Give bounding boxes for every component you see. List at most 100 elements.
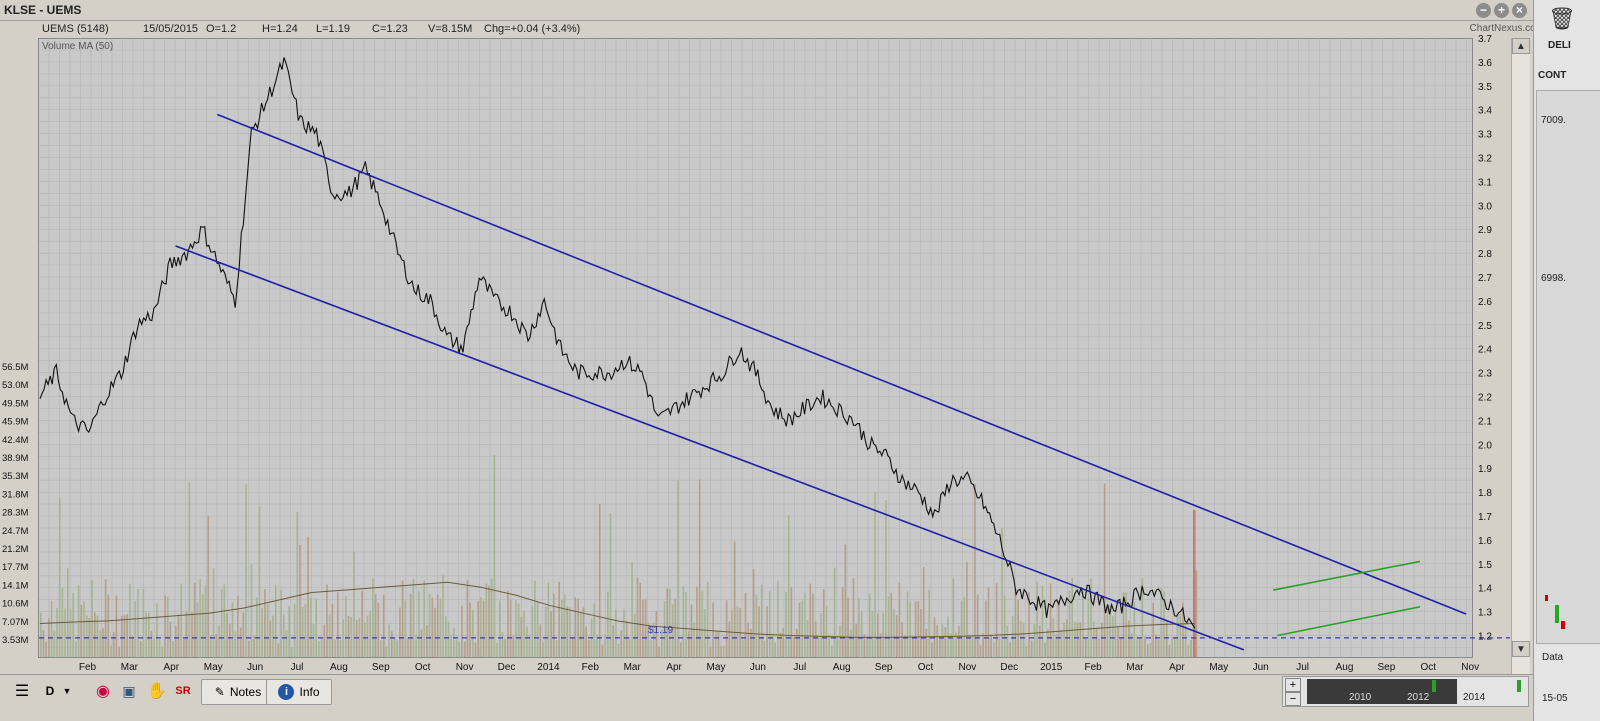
trash-icon[interactable]: 🗑 — [1548, 6, 1576, 31]
volume-bar — [223, 584, 226, 657]
volume-bar — [866, 637, 868, 657]
volume-bar — [885, 500, 887, 657]
volume-bar — [571, 637, 574, 657]
volume-bar — [150, 630, 153, 657]
dropdown-icon[interactable]: ▼ — [62, 686, 72, 696]
volume-bar — [955, 632, 957, 657]
volume-bar — [53, 630, 56, 657]
volume-tick-label: 56.5M — [2, 362, 28, 373]
volume-bar — [1082, 590, 1084, 657]
volume-bar — [553, 593, 555, 657]
volume-tick-label: 17.7M — [2, 562, 28, 573]
volume-bar — [77, 585, 80, 657]
volume-ma-line — [39, 581, 1196, 638]
price-series — [39, 57, 1196, 629]
maximize-icon[interactable]: + — [1494, 3, 1509, 18]
volume-bar — [804, 592, 806, 657]
price-tick-label: 2.2 — [1478, 393, 1492, 404]
timeline-navigator[interactable]: + − 2010 2012 2014 — [1282, 676, 1529, 707]
volume-bar — [682, 585, 685, 657]
volume-bar — [412, 579, 415, 657]
volume-bar — [1187, 644, 1190, 657]
time-tick-label: Sep — [372, 662, 390, 673]
info-button[interactable]: i Info — [266, 679, 332, 705]
zoom-in-icon[interactable]: + — [1285, 678, 1301, 692]
volume-bar — [1190, 640, 1192, 657]
volume-bar — [642, 599, 644, 657]
close-icon[interactable]: × — [1512, 3, 1527, 18]
volume-bar — [898, 582, 901, 657]
menu-icon[interactable]: ☰ — [14, 683, 30, 700]
volume-bar — [296, 511, 299, 657]
volume-bar — [974, 483, 976, 657]
hand-tool-icon[interactable]: ✋ — [147, 683, 167, 700]
volume-bar — [161, 646, 164, 657]
volume-bar — [1063, 622, 1065, 657]
volume-bar — [1039, 625, 1041, 657]
volume-bar — [1036, 581, 1038, 657]
minimize-icon[interactable]: − — [1476, 3, 1491, 18]
notes-button[interactable]: ✎ Notes — [201, 679, 275, 705]
zoom-out-icon[interactable]: − — [1285, 692, 1301, 706]
volume-bar — [820, 613, 822, 657]
volume-bar — [742, 639, 744, 657]
volume-bar — [1095, 627, 1098, 657]
volume-bar — [439, 598, 442, 657]
volume-bar — [1020, 620, 1022, 657]
volume-bar — [609, 513, 612, 657]
volume-bar — [847, 597, 849, 657]
volume-bar — [312, 624, 315, 657]
price-tick-label: 1.9 — [1478, 464, 1492, 475]
volume-bar — [671, 604, 674, 657]
volume-bar — [177, 616, 180, 657]
volume-bar — [1028, 591, 1030, 657]
time-tick-label: Mar — [624, 662, 642, 673]
volume-bar — [69, 608, 72, 657]
volume-bar — [860, 611, 863, 657]
volume-bar — [512, 635, 515, 657]
sr-tool-icon[interactable]: SR — [175, 685, 191, 697]
volume-bar — [1052, 618, 1055, 657]
volume-bar — [1125, 592, 1127, 657]
volume-bar — [453, 627, 455, 657]
period-button[interactable]: D — [45, 684, 55, 698]
volume-bar — [126, 614, 128, 657]
scroll-down-icon[interactable]: ▼ — [1512, 641, 1530, 657]
volume-bar — [912, 638, 914, 657]
volume-bar — [183, 638, 185, 657]
volume-bar — [1087, 597, 1090, 657]
volume-bar — [715, 630, 717, 657]
volume-bar — [320, 639, 323, 657]
scroll-up-icon[interactable]: ▲ — [1512, 38, 1530, 54]
chart-plot-area[interactable] — [38, 38, 1473, 658]
time-tick-label: Nov — [959, 662, 977, 673]
volume-bar — [326, 584, 328, 657]
volume-bar — [112, 631, 115, 657]
window-title: KLSE - UEMS — [4, 3, 82, 17]
volume-bar — [220, 588, 223, 657]
volume-bar — [601, 644, 604, 657]
nav-year-2014: 2014 — [1463, 692, 1486, 703]
volume-bar — [369, 610, 371, 657]
color-wheel-icon[interactable]: ◉ — [96, 683, 110, 700]
volume-bar — [482, 600, 485, 657]
volume-bar — [925, 628, 928, 657]
time-tick-label: Dec — [1000, 662, 1018, 673]
volume-bar — [461, 605, 463, 657]
volume-bar — [593, 603, 596, 657]
volume-bar — [833, 567, 836, 657]
volume-bar — [582, 607, 585, 657]
volume-bar — [1122, 592, 1125, 657]
delete-label[interactable]: DELI — [1548, 40, 1571, 51]
layout-icon[interactable]: ▣ — [122, 682, 136, 699]
volume-bar — [958, 626, 960, 657]
time-tick-label: Nov — [1461, 662, 1479, 673]
volume-bar — [723, 645, 725, 657]
high-label: H=1.24 — [262, 23, 298, 35]
trend-line — [175, 245, 1245, 651]
volume-bar — [474, 642, 477, 657]
time-tick-label: Aug — [833, 662, 851, 673]
vertical-scrollbar[interactable]: ▲ ▼ — [1511, 38, 1530, 678]
volume-bar — [914, 601, 917, 657]
volume-bar — [979, 645, 982, 657]
